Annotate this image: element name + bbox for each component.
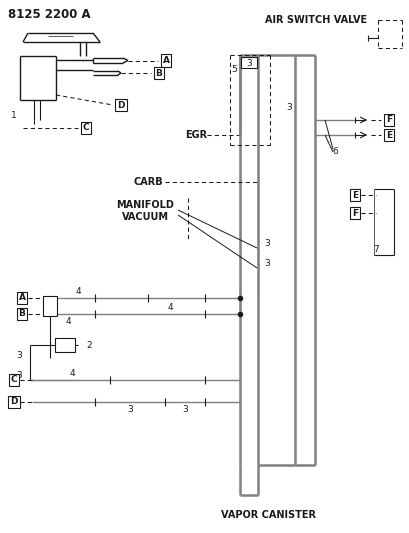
Text: E: E — [351, 190, 357, 199]
Text: 6: 6 — [331, 148, 337, 157]
Text: A: A — [162, 56, 169, 65]
Text: A: A — [18, 294, 25, 303]
Text: 4: 4 — [65, 317, 71, 326]
Text: 3: 3 — [285, 103, 291, 112]
Text: 3: 3 — [127, 406, 133, 415]
Text: 3: 3 — [263, 260, 269, 269]
Text: 3: 3 — [263, 239, 269, 248]
Text: 7: 7 — [372, 246, 378, 254]
Text: 5: 5 — [231, 66, 236, 75]
Text: EGR: EGR — [184, 130, 207, 140]
Text: 4: 4 — [167, 303, 172, 312]
Text: 4: 4 — [75, 287, 81, 295]
Text: B: B — [18, 310, 25, 319]
Text: 1: 1 — [11, 110, 17, 119]
Text: 8125 2200 A: 8125 2200 A — [8, 8, 90, 21]
Text: 2: 2 — [86, 341, 91, 350]
Bar — [43, 296, 57, 316]
Text: E: E — [385, 131, 391, 140]
Bar — [240, 57, 256, 68]
Text: VAPOR CANISTER: VAPOR CANISTER — [221, 510, 316, 520]
Text: D: D — [10, 398, 18, 407]
Text: 3: 3 — [245, 59, 251, 68]
Text: VACUUM: VACUUM — [121, 212, 168, 222]
Text: C: C — [11, 376, 17, 384]
Bar — [55, 338, 75, 352]
Text: 3: 3 — [182, 406, 187, 415]
Text: 3: 3 — [16, 351, 22, 359]
Text: MANIFOLD: MANIFOLD — [116, 200, 173, 210]
Text: 4: 4 — [69, 368, 74, 377]
Text: 3: 3 — [16, 370, 22, 379]
Text: AIR SWITCH VALVE: AIR SWITCH VALVE — [264, 15, 366, 25]
Text: F: F — [351, 208, 357, 217]
Text: C: C — [83, 124, 89, 133]
Text: F: F — [385, 116, 391, 125]
Text: CARB: CARB — [133, 177, 163, 187]
Text: B: B — [155, 69, 162, 77]
Text: D: D — [117, 101, 124, 109]
